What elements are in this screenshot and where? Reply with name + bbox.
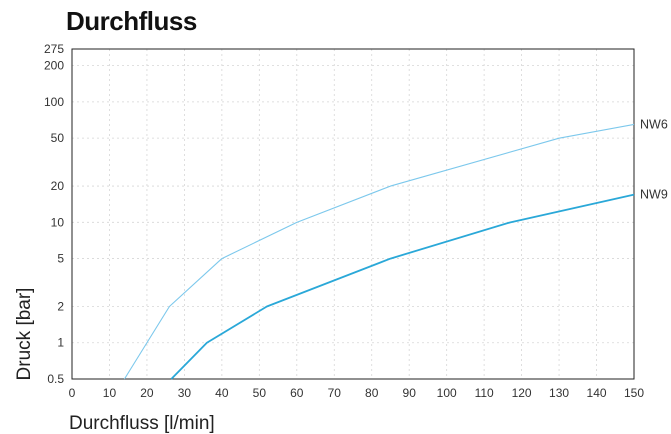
series-label-nw9: NW9 bbox=[640, 188, 668, 202]
x-axis-ticks: 0 10 20 30 40 50 60 70 80 90 100 110 120 130 140 150 bbox=[69, 386, 645, 400]
grid bbox=[72, 49, 634, 379]
x-tick-label: 70 bbox=[328, 386, 342, 400]
x-tick-label: 100 bbox=[437, 386, 457, 400]
x-tick-label: 80 bbox=[365, 386, 379, 400]
y-tick-label: 0.5 bbox=[47, 372, 64, 386]
y-axis-ticks: 0.5 1 2 5 10 20 50 100 200 275 bbox=[44, 42, 64, 386]
y-axis-label: Druck [bar] bbox=[14, 288, 35, 381]
y-tick-label: 50 bbox=[51, 131, 65, 145]
y-tick-label: 100 bbox=[44, 95, 64, 109]
y-tick-label: 10 bbox=[51, 215, 65, 229]
x-tick-label: 40 bbox=[215, 386, 229, 400]
x-tick-label: 150 bbox=[624, 386, 644, 400]
y-tick-label: 200 bbox=[44, 59, 64, 73]
series-line-nw6 bbox=[123, 123, 635, 380]
y-tick-label: 20 bbox=[51, 179, 65, 193]
x-axis-label: Durchfluss [l/min] bbox=[69, 413, 215, 434]
x-tick-label: 110 bbox=[475, 386, 494, 400]
y-tick-label: 2 bbox=[57, 299, 64, 313]
series-labels: NW6 NW9 bbox=[640, 117, 668, 201]
y-tick-label: 275 bbox=[44, 42, 64, 56]
x-tick-label: 20 bbox=[140, 386, 154, 400]
y-tick-label: 5 bbox=[57, 252, 64, 266]
series-label-nw6: NW6 bbox=[640, 117, 668, 131]
x-tick-label: 120 bbox=[512, 386, 532, 400]
x-tick-label: 90 bbox=[403, 386, 417, 400]
y-tick-label: 1 bbox=[57, 336, 64, 350]
x-tick-label: 60 bbox=[290, 386, 304, 400]
chart-title: Durchfluss bbox=[66, 6, 197, 36]
x-tick-label: 0 bbox=[69, 386, 76, 400]
x-tick-label: 30 bbox=[178, 386, 192, 400]
plot-frame bbox=[71, 48, 635, 380]
series-line-nw9 bbox=[170, 193, 635, 380]
x-tick-label: 10 bbox=[103, 386, 117, 400]
x-tick-label: 130 bbox=[549, 386, 569, 400]
x-tick-label: 140 bbox=[587, 386, 607, 400]
series-lines bbox=[123, 123, 635, 380]
x-tick-label: 50 bbox=[253, 386, 267, 400]
